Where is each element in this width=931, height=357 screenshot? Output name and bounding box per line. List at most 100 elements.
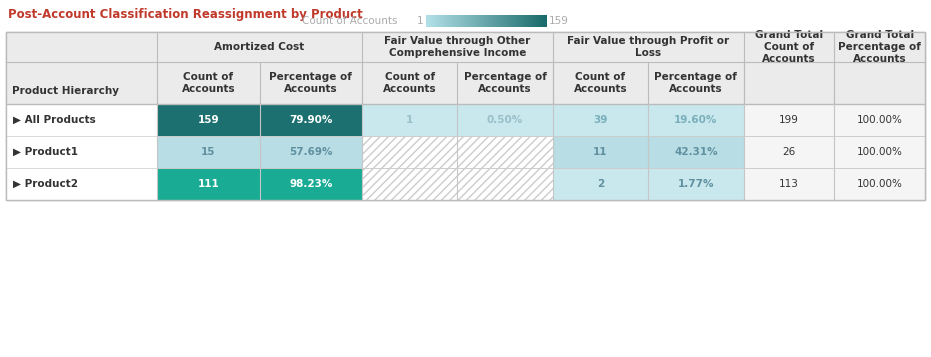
Text: Post-Account Classification Reassignment by Product: Post-Account Classification Reassignment…: [8, 8, 363, 21]
Bar: [496, 15, 497, 27]
Bar: [465, 15, 466, 27]
Bar: [437, 15, 439, 27]
Bar: [466, 15, 467, 27]
Bar: [526, 15, 528, 27]
Bar: [528, 15, 530, 27]
Bar: [260, 104, 362, 136]
Text: 79.90%: 79.90%: [290, 115, 332, 125]
Bar: [521, 15, 522, 27]
Bar: [542, 15, 544, 27]
Bar: [511, 15, 512, 27]
Bar: [510, 15, 511, 27]
Bar: [744, 168, 834, 200]
Text: ▶ All Products: ▶ All Products: [13, 115, 96, 125]
Text: Percentage of
Accounts: Percentage of Accounts: [464, 72, 546, 94]
Bar: [484, 15, 485, 27]
Bar: [462, 15, 464, 27]
Bar: [157, 136, 260, 168]
Bar: [428, 15, 429, 27]
Bar: [483, 15, 484, 27]
Text: 39: 39: [593, 115, 608, 125]
Text: 199: 199: [779, 115, 799, 125]
Text: Amortized Cost: Amortized Cost: [214, 42, 304, 52]
Bar: [457, 136, 553, 168]
Bar: [433, 15, 435, 27]
Bar: [553, 168, 648, 200]
Bar: [534, 15, 535, 27]
Bar: [498, 15, 500, 27]
Bar: [430, 15, 431, 27]
Bar: [472, 15, 474, 27]
Bar: [457, 15, 458, 27]
Bar: [6, 32, 925, 104]
Bar: [541, 15, 543, 27]
Text: Count of
Accounts: Count of Accounts: [182, 72, 236, 94]
Bar: [473, 15, 475, 27]
Bar: [432, 15, 434, 27]
Text: Grand Total
Count of
Accounts: Grand Total Count of Accounts: [755, 30, 823, 64]
Bar: [451, 15, 452, 27]
Bar: [497, 15, 498, 27]
Bar: [470, 15, 471, 27]
Bar: [6, 104, 925, 136]
Bar: [834, 136, 925, 168]
Bar: [463, 15, 465, 27]
Bar: [440, 15, 441, 27]
Text: 57.69%: 57.69%: [289, 147, 332, 157]
Text: 42.31%: 42.31%: [674, 147, 718, 157]
Text: Grand Total
Percentage of
Accounts: Grand Total Percentage of Accounts: [838, 30, 921, 64]
Text: 159: 159: [197, 115, 219, 125]
Bar: [442, 15, 443, 27]
Text: 1: 1: [406, 115, 413, 125]
Bar: [447, 15, 449, 27]
Text: 159: 159: [549, 16, 569, 26]
Bar: [469, 15, 470, 27]
Bar: [474, 15, 476, 27]
Bar: [362, 136, 457, 168]
Bar: [454, 15, 455, 27]
Bar: [427, 15, 428, 27]
Bar: [520, 15, 521, 27]
Text: ▶ Product2: ▶ Product2: [13, 179, 78, 189]
Bar: [453, 15, 454, 27]
Text: 11: 11: [593, 147, 608, 157]
Bar: [467, 15, 468, 27]
Bar: [478, 15, 479, 27]
Bar: [508, 15, 509, 27]
Bar: [522, 15, 523, 27]
Text: 1: 1: [416, 16, 423, 26]
Text: Fair Value through Other
Comprehensive Income: Fair Value through Other Comprehensive I…: [385, 36, 531, 58]
Bar: [482, 15, 483, 27]
Bar: [446, 15, 448, 27]
Bar: [529, 15, 531, 27]
Bar: [500, 15, 502, 27]
Bar: [524, 15, 525, 27]
Bar: [479, 15, 480, 27]
Bar: [545, 15, 546, 27]
Bar: [449, 15, 451, 27]
Text: ▶ Product1: ▶ Product1: [13, 147, 78, 157]
Text: 113: 113: [779, 179, 799, 189]
Bar: [476, 15, 478, 27]
Bar: [531, 15, 533, 27]
Bar: [444, 15, 446, 27]
Bar: [6, 32, 925, 200]
Bar: [493, 15, 494, 27]
Bar: [513, 15, 515, 27]
Bar: [536, 15, 537, 27]
Bar: [458, 15, 460, 27]
Bar: [488, 15, 490, 27]
Bar: [438, 15, 439, 27]
Bar: [533, 15, 534, 27]
Bar: [471, 15, 473, 27]
Text: 19.60%: 19.60%: [674, 115, 718, 125]
Bar: [459, 15, 461, 27]
Bar: [499, 15, 501, 27]
Bar: [260, 168, 362, 200]
Bar: [475, 15, 477, 27]
Bar: [535, 15, 536, 27]
Bar: [468, 15, 469, 27]
Bar: [834, 104, 925, 136]
Bar: [441, 15, 442, 27]
Bar: [477, 15, 479, 27]
